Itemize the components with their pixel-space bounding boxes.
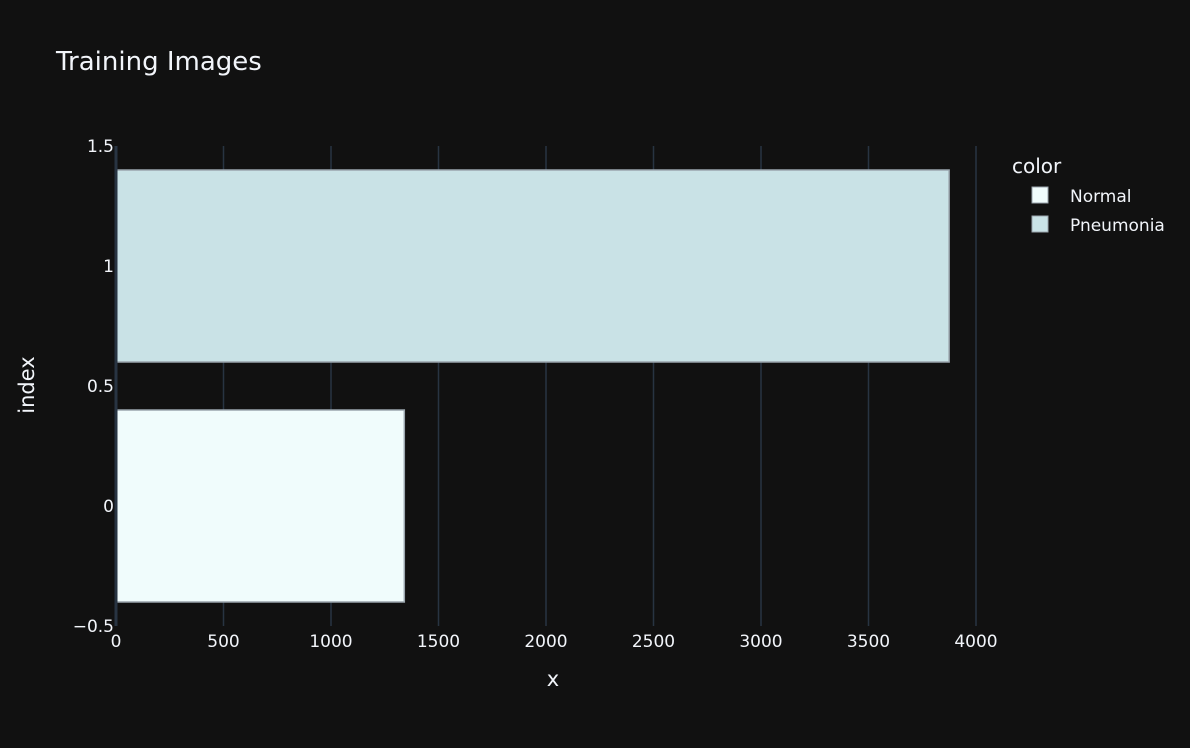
chart-title: Training Images — [55, 47, 262, 77]
y-tick-label: 1 — [103, 257, 114, 277]
legend-swatch-normal[interactable] — [1031, 186, 1049, 204]
x-tick-label: 1500 — [417, 632, 460, 652]
x-tick-label: 2500 — [632, 632, 675, 652]
y-tick-label: −0.5 — [73, 617, 114, 637]
bars — [115, 169, 950, 603]
legend-title: color — [1012, 154, 1062, 178]
legend-swatch-pneumonia[interactable] — [1031, 215, 1049, 233]
axes: 0 500 1000 1500 2000 2500 3000 3500 4000−0.500.5… — [73, 137, 998, 652]
x-tick-label: 3000 — [739, 632, 782, 652]
x-tick-label: 3500 — [847, 632, 890, 652]
legend: color Normal Pneumonia — [1012, 154, 1165, 236]
x-tick-label: 1000 — [309, 632, 352, 652]
x-axis-title: x — [547, 667, 559, 691]
legend-label-normal[interactable]: Normal — [1070, 187, 1132, 207]
x-tick-label: 2000 — [524, 632, 567, 652]
legend-label-pneumonia[interactable]: Pneumonia — [1070, 216, 1165, 236]
bar-normal[interactable] — [115, 409, 406, 603]
y-tick-label: 1.5 — [87, 137, 114, 157]
y-axis-title: index — [15, 356, 39, 413]
y-tick-label: 0.5 — [87, 377, 114, 397]
x-tick-label: 4000 — [954, 632, 997, 652]
x-tick-label: 0 — [111, 632, 122, 652]
y-tick-label: 0 — [103, 497, 114, 517]
x-tick-label: 500 — [207, 632, 239, 652]
bar-pneumonia[interactable] — [115, 169, 950, 363]
